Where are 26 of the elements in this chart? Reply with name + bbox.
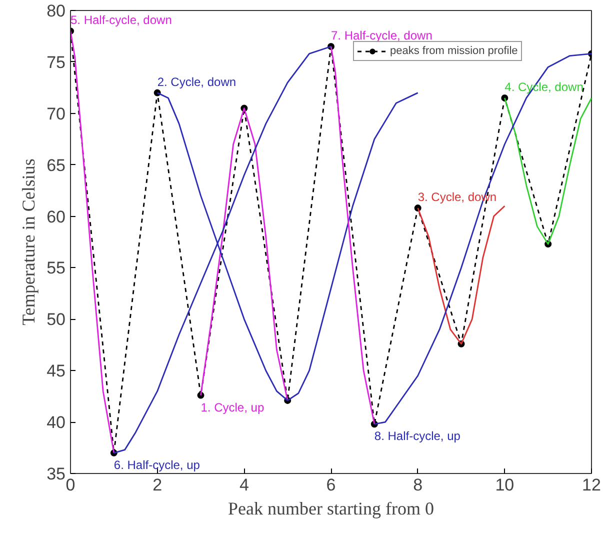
x-tick-label: 6 — [326, 476, 336, 494]
series-label: 2. Cycle, down — [157, 74, 236, 89]
y-tick-label: 70 — [46, 104, 66, 124]
series-label: 7. Half-cycle, down — [331, 28, 432, 43]
y-tick-label: 45 — [46, 362, 66, 381]
legend-label: peaks from mission profile — [390, 45, 518, 57]
series-label: 5. Half-cycle, down — [70, 13, 172, 28]
series-label: 6. Half-cycle, up — [114, 458, 200, 472]
x-tick-label: 8 — [413, 476, 423, 494]
y-tick-label: 40 — [46, 413, 66, 432]
x-tick-label: 4 — [239, 476, 249, 494]
x-tick-label: 2 — [152, 476, 162, 494]
y-axis-title: Temperature in Celsius — [18, 158, 39, 326]
y-tick-label: 80 — [46, 2, 66, 20]
y-tick-label: 50 — [46, 310, 66, 330]
x-tick-label: 0 — [66, 476, 76, 494]
y-tick-label: 60 — [46, 207, 66, 226]
y-tick-label: 55 — [46, 258, 66, 278]
series-label: 8. Half-cycle, up — [374, 429, 461, 444]
y-tick-label: 75 — [46, 52, 66, 72]
series-label: 1. Cycle, up — [200, 400, 264, 414]
y-tick-label: 65 — [46, 156, 66, 175]
x-axis-title: Peak number starting from 0 — [228, 498, 434, 518]
x-tick-label: 10 — [495, 476, 514, 494]
x-tick-label: 12 — [582, 476, 601, 494]
y-tick-label: 35 — [46, 464, 66, 484]
